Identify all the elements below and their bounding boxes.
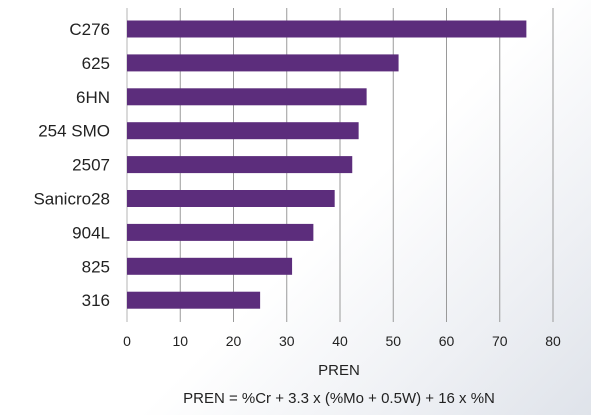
bar	[127, 190, 335, 207]
category-label: 6HN	[76, 88, 110, 107]
x-tick-label: 50	[385, 333, 401, 349]
bar	[127, 20, 527, 38]
x-tick-label: 30	[279, 333, 295, 349]
bar	[127, 223, 314, 241]
bar	[127, 156, 353, 174]
x-tick-label: 40	[332, 333, 348, 349]
bar	[127, 291, 261, 309]
bar	[127, 54, 399, 72]
category-label: 254 SMO	[38, 122, 110, 141]
category-label: 625	[82, 54, 110, 73]
x-tick-label: 80	[545, 333, 561, 349]
category-label: 904L	[72, 223, 110, 242]
x-tick-label: 60	[439, 333, 455, 349]
category-label: Sanicro28	[33, 190, 110, 209]
category-label: C276	[69, 20, 110, 39]
x-tick-label: 10	[172, 333, 188, 349]
category-label: 316	[82, 291, 110, 310]
x-tick-labels: 0 10 20 30 40 50 60 70 80	[123, 333, 561, 349]
x-axis-title: PREN	[318, 362, 360, 379]
x-tick-label: 70	[492, 333, 508, 349]
category-label: 2507	[72, 156, 110, 175]
x-tick-label: 20	[226, 333, 242, 349]
category-label: 825	[82, 257, 110, 276]
x-tick-label: 0	[123, 333, 131, 349]
bar	[127, 88, 367, 106]
bar	[127, 257, 293, 275]
category-labels: C276 625 6HN 254 SMO 2507 Sanicro28 904L 825 316	[33, 20, 110, 310]
pren-formula: PREN = %Cr + 3.3 x (%Mo + 0.5W) + 16 x %…	[183, 390, 495, 407]
bar	[127, 122, 359, 140]
bars	[127, 20, 527, 309]
